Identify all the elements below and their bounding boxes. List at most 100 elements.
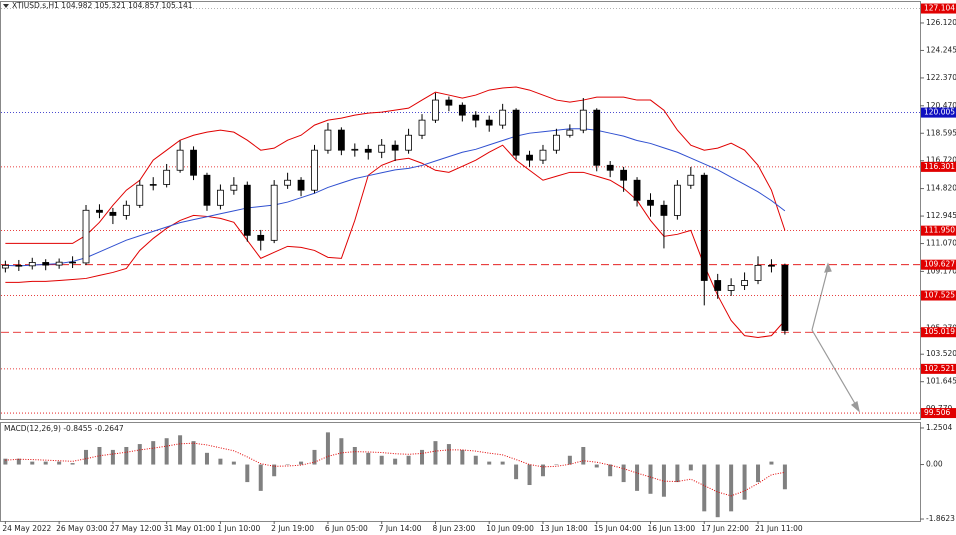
arrow-up (811, 267, 829, 331)
macd-bar (500, 461, 505, 465)
candle-body (633, 179, 641, 201)
x-tick-label: 16 Jun 13:00 (647, 524, 695, 533)
macd-bar (178, 435, 183, 465)
macd-bar (299, 461, 304, 465)
candle-body (539, 149, 547, 161)
macd-bar (446, 444, 451, 465)
candle-body (472, 114, 480, 121)
candle-body (257, 234, 265, 241)
macd-bar (312, 449, 317, 465)
y-tick-label: 0.00 (926, 460, 943, 469)
level-label: 111.950 (924, 226, 955, 235)
macd-panel (0, 422, 921, 522)
candle-body (311, 149, 318, 191)
candle-body (337, 129, 345, 151)
macd-bar (729, 464, 734, 512)
macd-bar (420, 449, 425, 465)
candle-body (526, 154, 533, 161)
candle-body (297, 179, 305, 191)
candle-body (714, 280, 722, 291)
macd-bar (151, 441, 156, 465)
macd-bar (204, 452, 209, 465)
signal-line (5, 442, 785, 497)
x-tick-label: 24 May 2022 (2, 524, 51, 533)
macd-bar (339, 438, 344, 465)
candle-body (673, 184, 681, 216)
y-tick-label: 114.820 (926, 184, 956, 193)
x-tick-label: 17 Jun 22:00 (701, 524, 749, 533)
level-box (921, 225, 956, 236)
macd-bar (487, 461, 492, 465)
projection-arrows (811, 262, 860, 413)
macd-bar (621, 464, 626, 483)
macd-bar (3, 458, 8, 465)
candle-body (284, 179, 292, 186)
macd-bar (137, 444, 142, 465)
x-tick-label: 31 May 01:00 (164, 524, 216, 533)
candle-body (96, 209, 103, 213)
macd-bar (594, 464, 599, 468)
macd-bar (16, 458, 21, 465)
x-tick-label: 8 Jun 23:00 (432, 524, 475, 533)
macd-bar (527, 464, 532, 486)
level-label: 102.521 (924, 364, 955, 373)
macd-bar (742, 464, 747, 500)
macd-bar (325, 432, 330, 465)
level-box (921, 290, 956, 301)
y-tick-label: 111.070 (926, 239, 956, 248)
candle-body (458, 104, 466, 116)
candle-body (727, 285, 735, 291)
macd-bar (43, 461, 48, 465)
candle-body (1, 264, 9, 269)
macd-bar (366, 452, 371, 465)
macd-bar (57, 461, 62, 465)
candle-body (149, 184, 157, 186)
level-label: 109.627 (924, 260, 955, 269)
level-label: 107.525 (924, 291, 955, 300)
macd-bar (97, 446, 102, 465)
candle-body (606, 164, 614, 171)
macd-bar (379, 455, 384, 465)
candle-body (109, 211, 117, 216)
candle-body (230, 184, 238, 191)
macd-bar (70, 463, 75, 465)
candle-body (28, 262, 36, 267)
x-tick-label: 21 Jun 11:00 (755, 524, 803, 533)
level-label: 99.506 (924, 408, 950, 417)
level-label: 120.005 (924, 108, 955, 117)
candle-body (378, 144, 386, 153)
arrow-head (824, 262, 832, 273)
macd-bar (554, 464, 559, 466)
candle-body (418, 119, 426, 136)
candle-body (445, 99, 453, 106)
x-tick-label: 10 Jun 09:00 (486, 524, 534, 533)
macd-bar (393, 458, 398, 465)
candle-body (351, 148, 359, 151)
candle-body (553, 134, 560, 151)
y-tick-label: -1.8623 (926, 514, 955, 523)
candle-body (82, 209, 90, 264)
macd-bar (688, 464, 693, 471)
macd-bar (124, 446, 129, 465)
macd-bar (258, 464, 263, 491)
candle-body (176, 149, 184, 171)
level-box (921, 363, 956, 374)
macd-bar (648, 464, 653, 494)
x-tick-label: 13 Jun 18:00 (540, 524, 588, 533)
candle-body (781, 264, 789, 331)
macd-bar (540, 464, 545, 477)
level-box (921, 107, 956, 118)
macd-bar (702, 464, 707, 512)
macd-bar (285, 464, 290, 466)
y-tick-label: 101.645 (926, 377, 956, 386)
macd-bar (514, 464, 519, 480)
macd-bar (661, 464, 666, 497)
level-label: 116.301 (924, 162, 955, 171)
level-label: 105.019 (924, 327, 955, 336)
macd-bar (581, 446, 586, 465)
candle-body (660, 204, 668, 216)
y-tick-label: 116.720 (926, 156, 956, 165)
y-tick-label: 126.120 (926, 18, 956, 27)
macd-bar (635, 464, 640, 491)
